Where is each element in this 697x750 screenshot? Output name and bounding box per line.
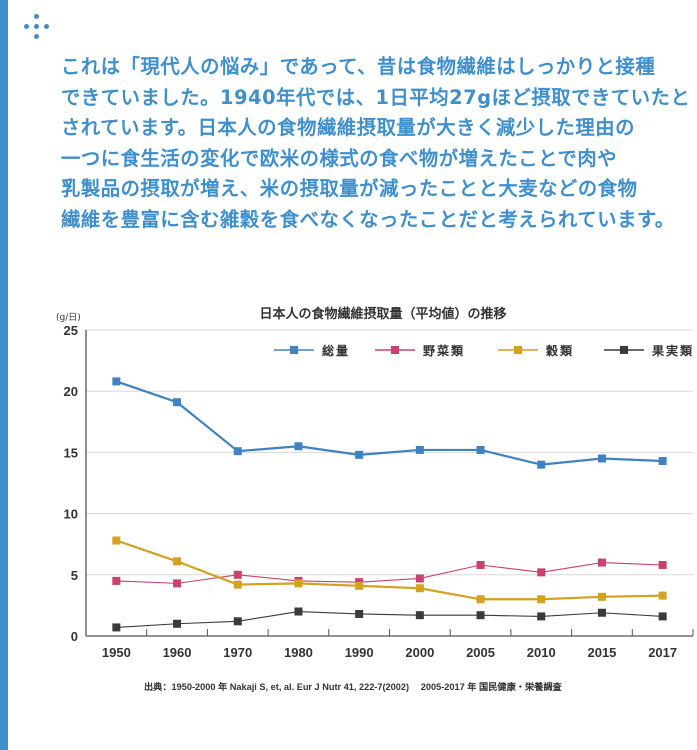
- series-line: [115, 380, 663, 466]
- legend-label: 総量: [322, 343, 350, 358]
- y-tick-labels: 0 5 10 15 20 25: [64, 323, 78, 644]
- data-point-marker: [415, 574, 424, 583]
- source-citation: 出典：1950-2000 年 Nakaji S, et, al. Eur J N…: [144, 682, 562, 692]
- data-point-marker: [597, 592, 606, 601]
- x-tick-label: 2017: [648, 645, 677, 660]
- y-tick-label: 5: [71, 568, 78, 583]
- data-point-marker: [355, 609, 364, 618]
- y-tick-label: 10: [64, 507, 78, 522]
- chart-title: 日本人の食物繊維摂取量（平均値）の推移: [259, 306, 506, 322]
- data-point-marker: [294, 579, 303, 588]
- series-line: [115, 539, 663, 601]
- data-point-marker: [294, 442, 303, 451]
- dot: [44, 24, 49, 29]
- data-point-marker: [597, 454, 606, 463]
- data-point-marker: [415, 584, 424, 593]
- data-point-marker: [233, 447, 242, 456]
- data-point-marker: [537, 612, 546, 621]
- data-point-marker: [597, 558, 606, 567]
- x-tick-label: 1950: [102, 645, 131, 660]
- data-point-marker: [537, 595, 546, 604]
- legend-marker: [391, 346, 399, 354]
- data-point-marker: [476, 445, 485, 454]
- legend-marker: [620, 346, 628, 354]
- series-line: [116, 610, 663, 628]
- data-point-marker: [658, 591, 667, 600]
- data-point-marker: [476, 595, 485, 604]
- x-tick-label: 2005: [466, 645, 495, 660]
- dot: [34, 14, 39, 19]
- legend-label: 果実類: [651, 343, 694, 358]
- data-point-marker: [173, 619, 182, 628]
- data-point-marker: [537, 460, 546, 469]
- data-point-marker: [233, 580, 242, 589]
- x-tick-label: 1990: [345, 645, 374, 660]
- fiber-intake-chart: (g/日) 日本人の食物繊維摂取量（平均値）の推移 0 5 10 15 20 25 195…: [56, 306, 694, 660]
- y-axis-unit-label: (g/日): [56, 312, 81, 323]
- data-point-marker: [658, 561, 667, 570]
- data-point-marker: [537, 568, 546, 577]
- y-tick-label: 25: [64, 323, 78, 338]
- x-tick-label: 2000: [405, 645, 434, 660]
- series-2: [112, 558, 667, 588]
- series-line: [116, 562, 663, 584]
- data-point-marker: [476, 611, 485, 620]
- data-point-marker: [597, 608, 606, 617]
- legend-label: 穀類: [546, 343, 574, 358]
- y-tick-label: 20: [64, 384, 78, 399]
- legend-marker: [290, 346, 298, 354]
- x-tick-labels: 1950 1960 1970 1980 1990 2000 2005 2010 2015 2017: [102, 645, 677, 660]
- data-point-marker: [233, 570, 242, 579]
- data-point-marker: [658, 612, 667, 621]
- series-3: [112, 536, 667, 604]
- data-point-marker: [415, 611, 424, 620]
- legend: 総量 野菜類 穀類 果実類: [274, 343, 694, 358]
- data-point-marker: [355, 450, 364, 459]
- legend-item: 果実類: [604, 343, 694, 358]
- data-point-marker: [112, 576, 121, 585]
- x-tick-label: 1980: [284, 645, 313, 660]
- side-accent-bar: [0, 0, 8, 750]
- data-point-marker: [476, 561, 485, 570]
- data-point-marker: [173, 557, 182, 566]
- series-lines: [112, 377, 667, 632]
- gridlines: [86, 329, 693, 576]
- x-tick-label: 1970: [223, 645, 252, 660]
- data-point-marker: [173, 398, 182, 407]
- series-1: [112, 377, 667, 469]
- data-point-marker: [658, 456, 667, 465]
- data-point-marker: [112, 377, 121, 386]
- data-point-marker: [294, 607, 303, 616]
- intro-paragraph: これは「現代人の悩み」であって、昔は食物繊維はしっかりと接種 できていました。1…: [61, 55, 691, 231]
- x-tick-label: 2015: [587, 645, 616, 660]
- legend-label: 野菜類: [423, 343, 465, 358]
- data-point-marker: [112, 536, 121, 545]
- legend-marker: [514, 346, 522, 354]
- legend-item: 穀類: [498, 343, 574, 358]
- dot: [34, 24, 39, 29]
- series-4: [112, 607, 667, 632]
- dot: [34, 34, 39, 39]
- data-point-marker: [173, 579, 182, 588]
- data-point-marker: [415, 445, 424, 454]
- y-tick-label: 0: [71, 629, 78, 644]
- x-tick-label: 2010: [527, 645, 556, 660]
- dots-cross-icon: [22, 14, 52, 44]
- axes: [85, 330, 694, 637]
- data-point-marker: [355, 581, 364, 590]
- y-tick-label: 15: [64, 445, 78, 460]
- data-point-marker: [233, 617, 242, 626]
- dot: [24, 24, 29, 29]
- legend-item: 総量: [274, 343, 350, 358]
- x-tick-label: 1960: [163, 645, 192, 660]
- data-point-marker: [112, 623, 121, 632]
- legend-item: 野菜類: [375, 343, 465, 358]
